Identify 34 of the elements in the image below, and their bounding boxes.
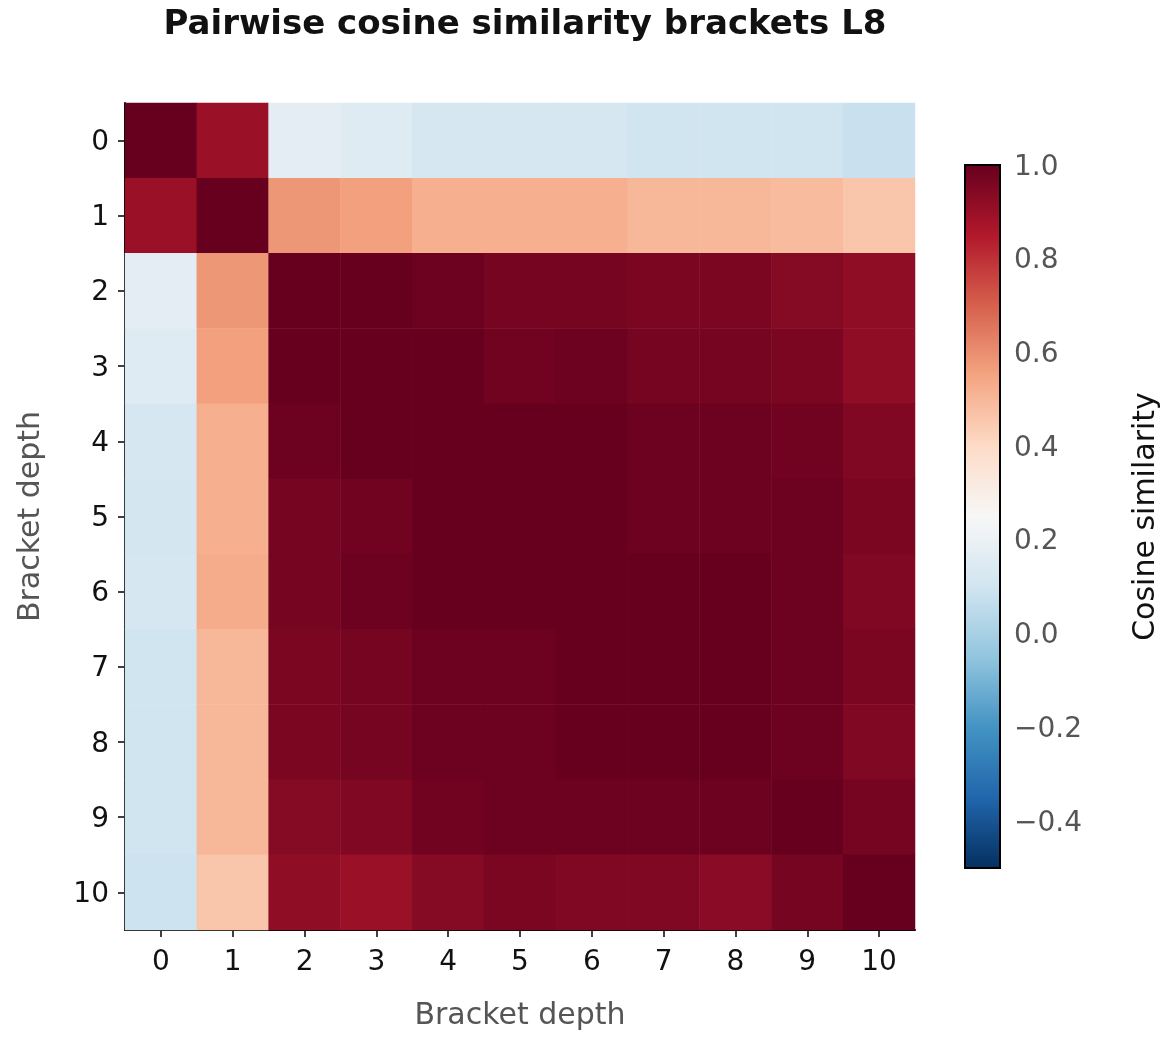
x-tick-label: 0 — [152, 943, 170, 977]
y-tick-label: 9 — [91, 800, 109, 834]
x-tick-label: 10 — [861, 943, 897, 977]
y-tick-label: 10 — [73, 875, 109, 909]
y-tick-label: 4 — [91, 424, 109, 458]
x-tick-label: 8 — [726, 943, 745, 977]
color-bar-label: 1.0 — [1014, 148, 1059, 182]
y-axis-title: Bracket depth — [10, 410, 46, 623]
y-tick-label: 5 — [91, 500, 109, 533]
y-tick-label: 2 — [91, 274, 109, 308]
color-bar-label: −0.2 — [1014, 710, 1082, 744]
x-tick-label: 7 — [654, 943, 673, 977]
color-bar-label: 0.6 — [1014, 335, 1059, 369]
y-tick-label: 1 — [91, 199, 109, 233]
x-tick-label: 5 — [511, 943, 529, 977]
color-bar-label: 0.4 — [1014, 429, 1059, 463]
y-tick-label: 0 — [91, 124, 109, 158]
x-tick-label: 9 — [798, 943, 817, 977]
y-tick-label: 8 — [91, 725, 109, 759]
x-tick-label: 3 — [367, 943, 386, 977]
x-tick-label: 1 — [223, 943, 242, 977]
y-tick-label: 6 — [91, 575, 109, 609]
color-bar-label: 0.8 — [1014, 242, 1059, 276]
x-tick-label: 2 — [295, 943, 314, 977]
chart-title: Pairwise cosine similarity brackets L8 — [163, 2, 887, 42]
y-tick-label: 7 — [91, 650, 109, 684]
color-bar-label: 0.0 — [1014, 617, 1059, 651]
x-axis-title: Bracket depth — [414, 995, 626, 1031]
x-tick-label: 4 — [439, 943, 458, 977]
color-bar-title: Cosine similarity — [1125, 392, 1161, 641]
color-bar-label: 0.2 — [1014, 523, 1059, 557]
y-tick-label: 3 — [91, 349, 109, 383]
color-bar-label: −0.4 — [1014, 804, 1082, 838]
x-tick-label: 6 — [582, 943, 601, 977]
